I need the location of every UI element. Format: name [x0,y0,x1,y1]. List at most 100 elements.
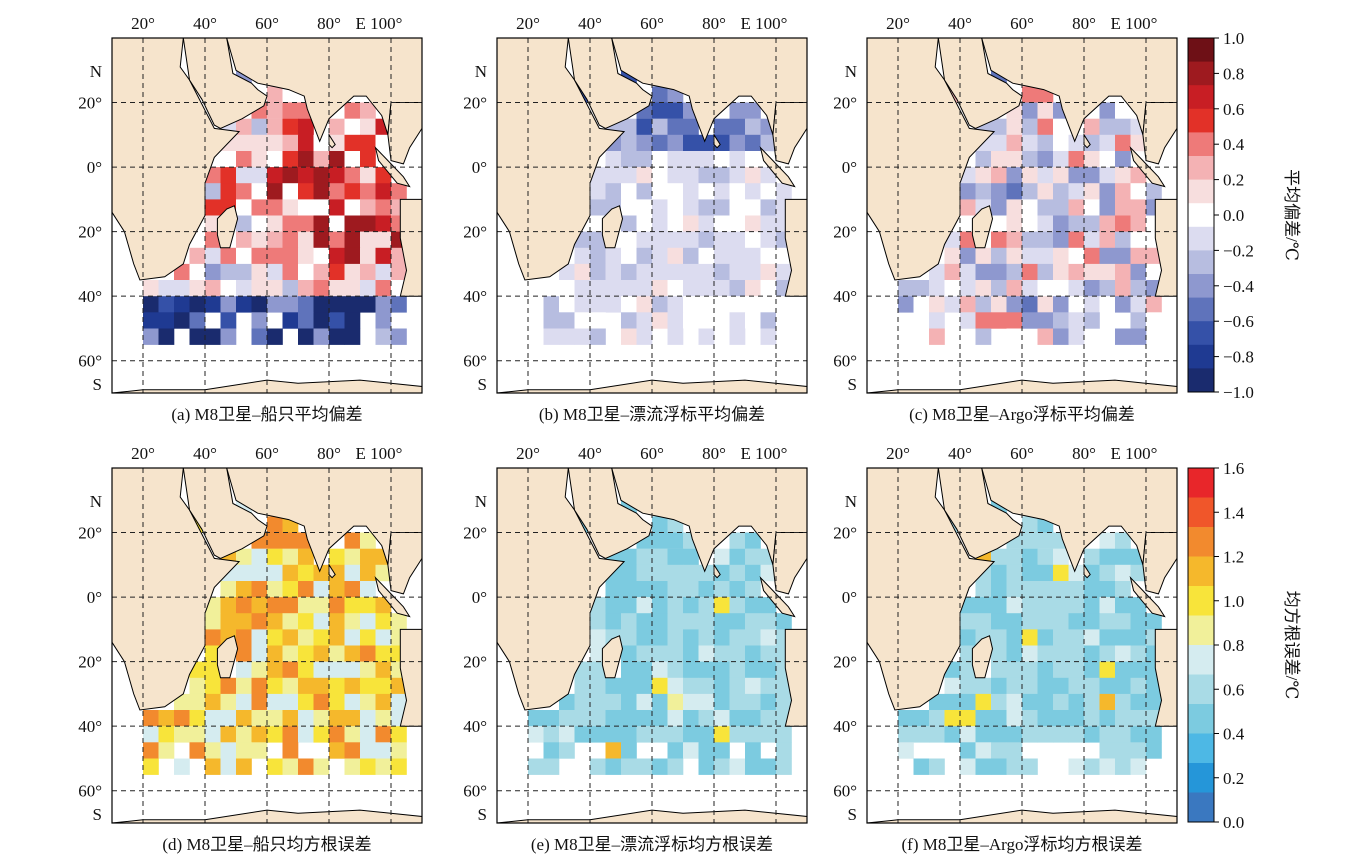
grid-cell [375,263,392,281]
grid-cell [745,564,761,582]
grid-cell [282,312,299,329]
grid-cell [745,597,761,614]
grid-cell [1022,215,1038,232]
grid-cell [282,693,299,711]
grid-cell [251,710,268,727]
grid-cell [714,613,730,630]
grid-cell [220,758,237,775]
grid-cell [683,134,699,152]
grid-cell [205,215,221,232]
grid-cell [1022,183,1038,200]
lat-tick-label: S [93,375,102,394]
grid-cell [282,677,299,695]
colorbar-swatch [1188,497,1214,528]
grid-cell [605,742,622,759]
grid-cell [636,661,653,678]
grid-cell [1022,661,1038,678]
grid-cell [621,581,637,598]
grid-cell [1053,167,1069,184]
grid-cell [991,613,1007,630]
grid-cell [652,151,668,168]
grid-cell [298,613,314,630]
grid-cell [220,167,237,184]
grid-cell [267,613,283,630]
land-masses [866,37,1178,394]
grid-cell [776,312,792,329]
grid-cell [1068,581,1085,598]
grid-cell [251,118,268,136]
grid-cell [391,613,407,630]
grid-cell [1115,151,1131,168]
grid-cell [621,247,637,265]
grid-cell [1130,613,1147,630]
land-africa [111,467,241,711]
grid-cell [267,726,283,743]
grid-cell [652,167,668,184]
colorbar-tick-label: −1.0 [1223,383,1254,402]
grid-cell [267,215,283,232]
grid-cell [313,280,330,297]
lon-tick-label: 80° [317,14,341,33]
grid-cell [282,758,299,775]
gridlines [497,38,807,393]
grid-cell [898,710,914,727]
grid-cell [1037,263,1054,281]
grid-cell [1084,183,1100,200]
grid-cell [298,215,314,232]
grid-cell [621,215,637,232]
grid-cell [1022,597,1038,614]
grid-cell [991,710,1007,727]
grid-cell [1084,629,1100,646]
lat-tick-label: 0° [842,588,857,607]
grid-cell [1022,629,1038,646]
grid-cell [698,742,715,759]
land-madagascar [216,205,239,249]
grid-cell [760,645,777,662]
grid-cell [329,645,345,662]
grid-cell [1130,564,1147,582]
grid-cell [729,726,746,743]
grid-cell [282,629,299,646]
colorbar-bias-label: 平均偏差/℃ [1282,169,1301,261]
grid-cell [1022,167,1038,184]
grid-cell [1053,677,1069,695]
lat-tick-label: 20° [833,94,857,113]
grid-cell [605,183,622,200]
grid-cell [714,280,730,297]
grid-cell [652,312,668,329]
grid-cell [267,296,283,313]
grid-cell [1037,532,1054,549]
colorbar-rmse-ticks: 1.6 1.4 1.2 1.0 0.8 0.6 0.4 0.2 0.0 [1214,459,1245,832]
grid-cell [1130,312,1147,329]
colorbar-rmse: 1.6 1.4 1.2 1.0 0.8 0.6 0.4 0.2 0.0 均方根误差/℃ [1187,459,1301,832]
grid-cell [298,247,314,265]
grid-cell [698,677,715,695]
grid-cell [760,693,777,711]
data-cells [528,500,792,775]
grid-cell [745,102,761,119]
grid-cell [590,215,606,232]
lon-tick-label: 20° [886,444,910,463]
lat-tick-label: N [845,492,857,511]
grid-cell [636,328,653,345]
grid-cell [143,328,159,345]
grid-cell [1022,263,1038,281]
grid-cell [1099,215,1116,232]
grid-cell [1053,151,1069,168]
lat-tick-label: 20° [463,524,487,543]
grid-cell [1053,726,1069,743]
grid-cell [652,263,668,281]
grid-cell [1084,613,1100,630]
grid-cell [236,693,252,711]
land-indochina [772,532,808,595]
lat-tick-label: N [845,62,857,81]
grid-cell [1022,280,1038,297]
grid-cell [329,629,345,646]
grid-cell [913,296,930,313]
grid-cell [267,548,283,566]
grid-cell [621,263,637,281]
grid-cell [205,710,221,727]
grid-cell [329,247,345,265]
colorbar-tick-label: 0.6 [1223,100,1244,119]
grid-cell [236,726,252,743]
